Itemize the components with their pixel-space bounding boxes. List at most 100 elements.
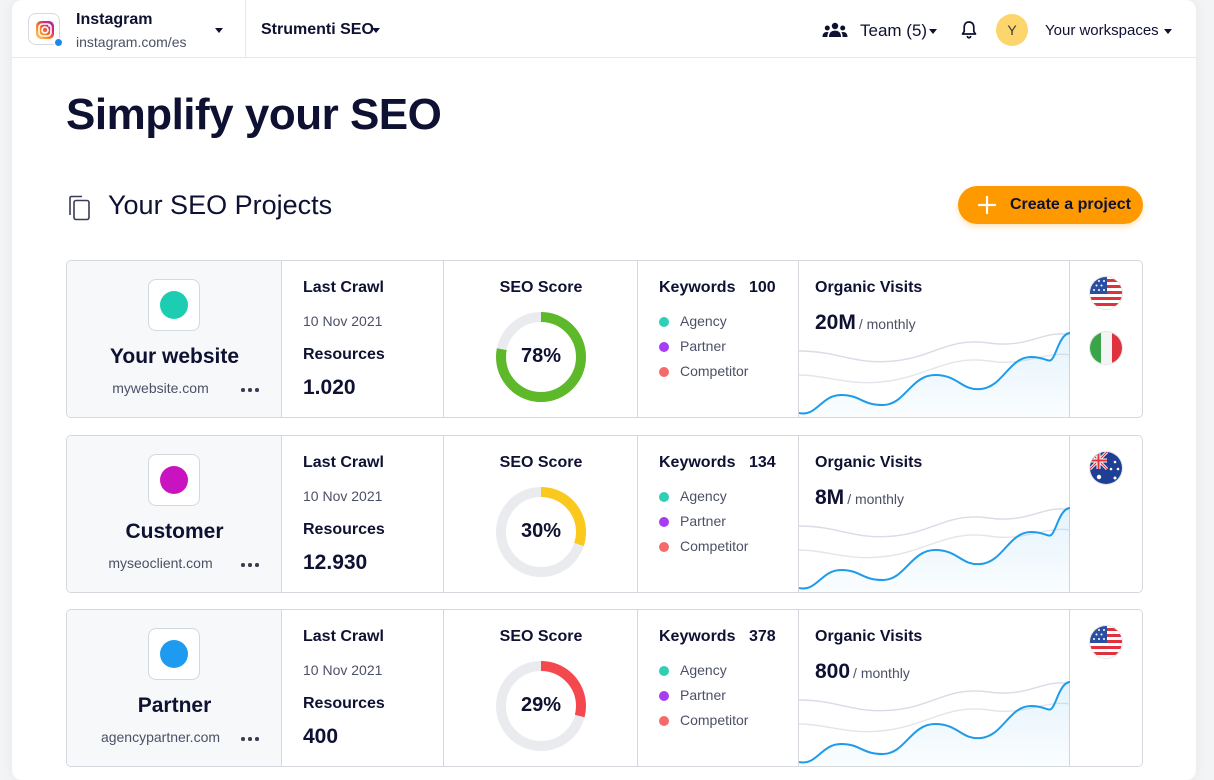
au-flag-icon[interactable] [1089,451,1123,485]
project-name[interactable]: Instagram [76,11,153,28]
site-name[interactable]: Your website [109,345,240,368]
legend-label: Agency [680,313,727,329]
visits-cell: Organic Visits 8M / monthly [799,436,1070,592]
tools-menu[interactable]: Strumenti SEO [261,21,374,38]
visits-sparkline [799,681,1070,766]
last-crawl-label: Last Crawl [303,628,384,645]
legend-dot [659,666,669,676]
legend-dot [659,691,669,701]
visits-cell: Organic Visits 800/ monthly [799,610,1070,766]
it-flag-icon[interactable] [1089,331,1123,365]
keywords-label: Keywords [659,279,736,296]
section-title: Your SEO Projects [108,190,333,220]
keywords-cell: Keywords 100 Agency Partner Competitor [638,261,799,417]
resources-value: 12.930 [303,551,368,574]
flags-cell [1070,610,1142,766]
organic-visits-value: 20M / monthly [815,311,916,335]
us-flag-icon[interactable] [1089,625,1123,659]
visits-cell: Organic Visits 20M / monthly [799,261,1070,417]
site-logo [148,454,200,506]
workspaces-chevron-down-icon[interactable] [1164,29,1172,34]
workspaces-menu[interactable]: Your workspaces [1045,22,1159,39]
last-crawl-date: 10 Nov 2021 [303,662,383,678]
project-card[interactable]: Partner agencypartner.com Last Crawl 10 … [66,609,1143,767]
legend-dot [659,367,669,377]
crawl-cell: Last Crawl 10 Nov 2021 Resources 12.930 [282,436,444,592]
organic-visits-value: 8M / monthly [815,486,904,510]
keywords-count: 134 [749,454,776,471]
legend-label: Competitor [680,712,749,728]
project-card[interactable]: Customer myseoclient.com Last Crawl 10 N… [66,435,1143,593]
site-url: myseoclient.com [108,555,213,571]
seo-score-label: SEO Score [499,628,583,645]
organic-visits-value: 800/ monthly [815,660,910,684]
project-logo[interactable] [28,13,63,47]
legend-dot [659,492,669,502]
site-url: mywebsite.com [112,380,209,396]
app-frame: Instagram instagram.com/es Strumenti SEO… [12,0,1196,780]
seo-score-value: 30% [520,520,562,542]
tools-chevron-down-icon[interactable] [372,28,380,33]
seo-score-value: 78% [520,345,562,367]
more-options-button[interactable] [239,730,261,746]
resources-label: Resources [303,521,385,538]
site-name[interactable]: Customer [125,520,224,543]
more-options-button[interactable] [239,556,261,572]
copy-icon [69,195,90,221]
legend-dot [659,716,669,726]
last-crawl-label: Last Crawl [303,279,384,296]
team-chevron-down-icon[interactable] [929,29,937,34]
visits-unit: / monthly [847,491,904,507]
site-cell: Partner agencypartner.com [67,610,282,766]
legend-dot [659,317,669,327]
resources-value: 400 [303,725,339,748]
resources-label: Resources [303,695,385,712]
last-crawl-label: Last Crawl [303,454,384,471]
project-url: instagram.com/es [76,34,187,50]
seo-score-donut [496,312,586,402]
flags-cell [1070,261,1142,417]
more-options-button[interactable] [239,381,261,397]
crawl-cell: Last Crawl 10 Nov 2021 Resources 400 [282,610,444,766]
last-crawl-date: 10 Nov 2021 [303,313,383,329]
project-chevron-down-icon[interactable] [215,28,223,33]
legend-label: Partner [680,513,726,529]
status-dot [54,38,63,47]
last-crawl-date: 10 Nov 2021 [303,488,383,504]
site-logo [148,628,200,680]
organic-visits-label: Organic Visits [815,628,923,645]
bell-icon[interactable] [961,20,977,39]
legend-label: Competitor [680,363,749,379]
organic-visits-label: Organic Visits [815,454,923,471]
legend-dot [659,517,669,527]
us-flag-icon[interactable] [1089,276,1123,310]
visits-number: 800 [815,660,851,683]
team-menu[interactable]: Team (5) [860,21,928,40]
legend-dot [659,342,669,352]
seo-score-label: SEO Score [499,454,583,471]
keywords-label: Keywords [659,454,736,471]
flags-cell [1070,436,1142,592]
team-icon[interactable] [822,22,848,38]
seo-score-label: SEO Score [499,279,583,296]
visits-number: 8M [815,486,845,509]
seo-score-donut [496,661,586,751]
visits-unit: / monthly [853,665,910,681]
organic-visits-label: Organic Visits [815,279,923,296]
project-card[interactable]: Your website mywebsite.com Last Crawl 10… [66,260,1143,418]
legend-label: Partner [680,687,726,703]
avatar[interactable]: Y [996,14,1028,46]
site-cell: Customer myseoclient.com [67,436,282,592]
visits-number: 20M [815,311,856,334]
crawl-cell: Last Crawl 10 Nov 2021 Resources 1.020 [282,261,444,417]
site-logo-dot [160,291,188,319]
score-cell: SEO Score 29% [444,610,638,766]
site-logo-dot [160,466,188,494]
resources-label: Resources [303,346,385,363]
score-arc [496,487,586,577]
site-name[interactable]: Partner [137,694,212,717]
page-title: Simplify your SEO [66,90,442,139]
seo-score-value: 29% [520,694,562,716]
create-project-button[interactable]: Create a project [958,186,1143,224]
legend-dot [659,542,669,552]
